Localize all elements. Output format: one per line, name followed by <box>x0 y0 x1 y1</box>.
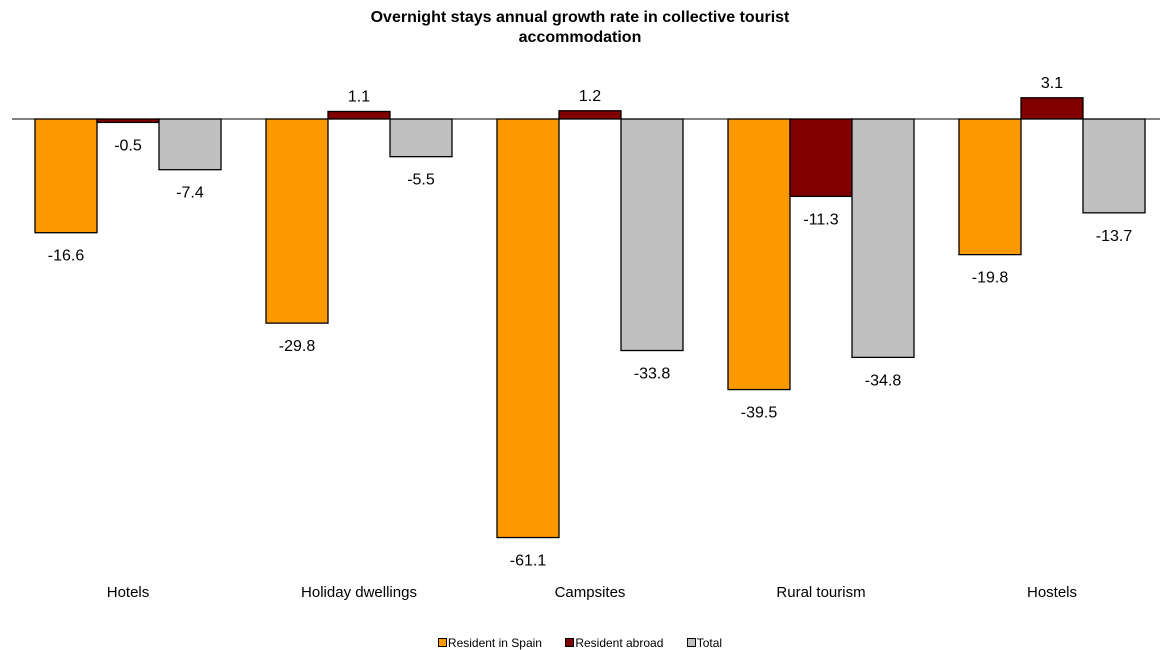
data-label-rural-tourism-resident-abroad: -11.3 <box>803 211 838 228</box>
legend-label-resident-in-spain: Resident in Spain <box>448 636 542 650</box>
data-label-hotels-resident-abroad: -0.5 <box>114 137 142 154</box>
legend: Resident in Spain Resident abroad Total <box>0 636 1160 650</box>
bar-holiday-dwellings-resident-abroad <box>328 111 390 119</box>
bar-rural-tourism-resident-in-spain <box>728 119 790 390</box>
bar-hostels-total <box>1083 119 1145 213</box>
category-label-hotels: Hotels <box>107 584 150 601</box>
data-label-campsites-resident-abroad: 1.2 <box>579 88 601 105</box>
bar-campsites-resident-in-spain <box>497 119 559 538</box>
legend-item-total: Total <box>687 636 722 650</box>
bar-holiday-dwellings-resident-in-spain <box>266 119 328 323</box>
legend-item-resident-abroad: Resident abroad <box>565 636 663 650</box>
category-label-holiday-dwellings: Holiday dwellings <box>301 584 417 601</box>
data-label-hostels-resident-in-spain: -19.8 <box>972 270 1009 287</box>
legend-swatch-resident-abroad <box>565 638 574 647</box>
data-label-hostels-total: -13.7 <box>1096 228 1133 245</box>
data-label-hotels-total: -7.4 <box>176 185 204 202</box>
legend-swatch-total <box>687 638 696 647</box>
data-label-holiday-dwellings-resident-in-spain: -29.8 <box>279 338 316 355</box>
data-label-rural-tourism-resident-in-spain: -39.5 <box>741 405 778 422</box>
data-label-campsites-resident-in-spain: -61.1 <box>510 553 547 570</box>
bar-hostels-resident-in-spain <box>959 119 1021 255</box>
legend-label-total: Total <box>697 636 722 650</box>
category-label-hostels: Hostels <box>1027 584 1077 601</box>
bar-rural-tourism-total <box>852 119 914 357</box>
bar-campsites-resident-abroad <box>559 111 621 119</box>
chart-plot: -16.6 -0.5 -7.4 Hotels -29.8 1.1 -5.5 Holiday d… <box>0 0 1160 630</box>
data-label-holiday-dwellings-total: -5.5 <box>407 172 435 189</box>
legend-item-resident-in-spain: Resident in Spain <box>438 636 542 650</box>
data-label-holiday-dwellings-resident-abroad: 1.1 <box>348 88 370 105</box>
legend-swatch-resident-in-spain <box>438 638 447 647</box>
bar-hotels-resident-in-spain <box>35 119 97 233</box>
data-label-hotels-resident-in-spain: -16.6 <box>48 248 85 265</box>
bar-campsites-total <box>621 119 683 351</box>
data-label-rural-tourism-total: -34.8 <box>865 372 902 389</box>
bar-holiday-dwellings-total <box>390 119 452 157</box>
bar-hotels-resident-abroad <box>97 119 159 122</box>
bar-rural-tourism-resident-abroad <box>790 119 852 196</box>
category-label-rural-tourism: Rural tourism <box>776 584 865 601</box>
category-label-campsites: Campsites <box>555 584 626 601</box>
data-label-hostels-resident-abroad: 3.1 <box>1041 75 1063 92</box>
data-label-campsites-total: -33.8 <box>634 366 671 383</box>
bar-hotels-total <box>159 119 221 170</box>
legend-label-resident-abroad: Resident abroad <box>575 636 663 650</box>
bar-hostels-resident-abroad <box>1021 98 1083 119</box>
